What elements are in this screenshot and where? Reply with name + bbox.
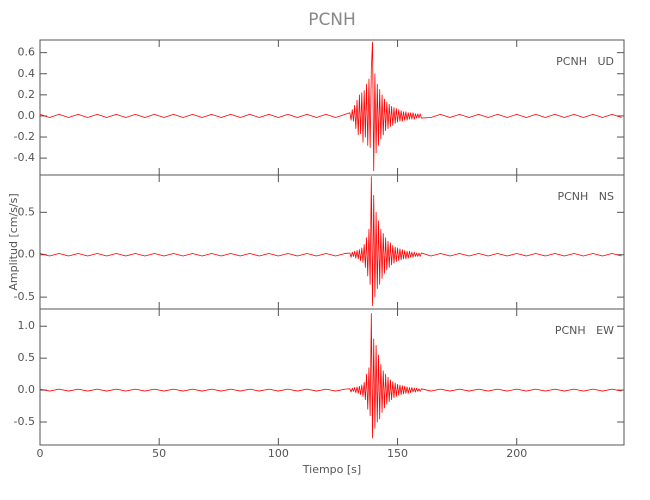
panel-frame	[39, 174, 625, 310]
y-tick-label: -0.5	[14, 415, 35, 428]
trace-label: PCNH NS	[557, 190, 614, 203]
y-tick-label: 0.0	[18, 383, 36, 396]
panel-frame	[39, 308, 625, 446]
x-tick-label: 100	[268, 447, 289, 460]
y-axis-label: Amplitud [cm/s/s]	[7, 193, 20, 290]
x-tick-label: 200	[506, 447, 527, 460]
x-axis-label: Tiempo [s]	[302, 463, 361, 476]
y-tick-label: 0.2	[18, 88, 36, 101]
trace	[39, 41, 622, 172]
y-tick-label: 0.6	[18, 46, 36, 59]
y-tick-label: -0.5	[14, 290, 35, 303]
y-tick-label: 0.4	[18, 67, 36, 80]
y-tick-label: 0.0	[18, 109, 36, 122]
y-tick-label: 0.0	[18, 248, 36, 261]
x-tick-label: 50	[152, 447, 166, 460]
trace-label: PCNH EW	[555, 324, 614, 337]
y-tick-label: 1.0	[18, 319, 36, 332]
trace	[39, 313, 622, 439]
x-tick-label: 150	[387, 447, 408, 460]
trace	[39, 176, 622, 307]
y-tick-label: -0.4	[14, 151, 35, 164]
trace-label: PCNH UD	[556, 55, 614, 68]
y-tick-label: 0.5	[18, 351, 36, 364]
chart-title: PCNH	[308, 10, 356, 30]
y-tick-label: -0.2	[14, 130, 35, 143]
panel-frame	[39, 39, 625, 176]
x-tick-label: 0	[37, 447, 44, 460]
y-tick-label: 0.5	[18, 205, 36, 218]
